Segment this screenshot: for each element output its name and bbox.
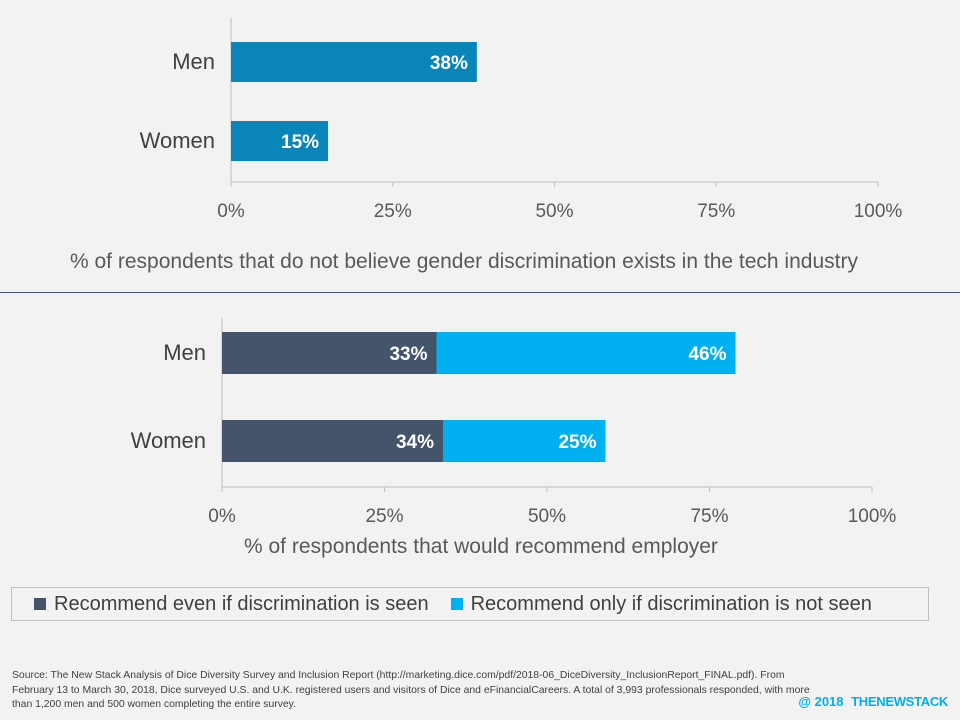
category-label: Men	[172, 49, 215, 74]
chart-1-svg: 0% 25% 50% 75% 100% Men 38% Women 15%	[140, 18, 903, 222]
category-label: Men	[163, 340, 206, 365]
x-tick-label: 50%	[528, 506, 566, 527]
data-label: 34%	[396, 432, 434, 453]
category-label: Women	[131, 428, 206, 453]
data-label: 15%	[281, 132, 319, 153]
chart-2-xlabel: % of respondents that would recommend em…	[244, 535, 718, 558]
bar-women-1	[443, 420, 606, 462]
legend-swatch-even-if-seen	[34, 598, 46, 610]
category-label: Women	[140, 128, 215, 153]
bar-women-0	[222, 420, 443, 462]
bar-men-0	[222, 332, 437, 374]
x-tick-label: 75%	[690, 506, 728, 527]
legend-swatch-only-if-not-seen	[450, 598, 463, 610]
x-tick-label: 0%	[217, 201, 245, 222]
copyright-year: @ 2018	[798, 694, 844, 709]
legend-item-only-if-not-seen: Recommend only if discrimination is not …	[450, 592, 872, 616]
chart-1-xlabel: % of respondents that do not believe gen…	[70, 250, 858, 273]
x-tick-label: 25%	[365, 506, 403, 527]
x-tick-label: 50%	[535, 201, 573, 222]
section-divider	[0, 292, 960, 293]
chart-not-believe-discrimination: 0% 25% 50% 75% 100% Men 38% Women 15%	[0, 0, 960, 240]
legend-label-even-if-seen: Recommend even if discrimination is seen	[54, 592, 429, 615]
source-note: Source: The New Stack Analysis of Dice D…	[12, 670, 810, 710]
legend-item-even-if-seen: Recommend even if discrimination is seen	[34, 593, 429, 616]
chart-2-svg: 0% 25% 50% 75% 100% Men 33% 46% Women 34% 25%	[131, 318, 897, 527]
data-label: 25%	[558, 432, 596, 453]
x-tick-label: 100%	[854, 201, 903, 222]
data-label: 46%	[688, 344, 726, 365]
bar-men-1	[436, 332, 736, 374]
x-tick-label: 25%	[374, 201, 412, 222]
bar-men-0	[231, 42, 477, 82]
legend: Recommend even if discrimination is seen…	[11, 587, 929, 621]
bar-women-0	[231, 121, 329, 161]
x-tick-label: 100%	[848, 506, 897, 527]
copyright: @ 2018 THENEWSTACK	[798, 694, 948, 709]
data-label: 33%	[389, 344, 427, 365]
data-label: 38%	[430, 53, 468, 74]
chart-would-recommend-employer: 0% 25% 50% 75% 100% Men 33% 46% Women 34% 25%	[0, 318, 960, 530]
legend-label-only-if-not-seen: Recommend only if discrimination is not …	[470, 592, 872, 615]
x-tick-label: 0%	[208, 506, 236, 527]
brand-logo: THENEWSTACK	[851, 694, 948, 709]
x-tick-label: 75%	[697, 201, 735, 222]
